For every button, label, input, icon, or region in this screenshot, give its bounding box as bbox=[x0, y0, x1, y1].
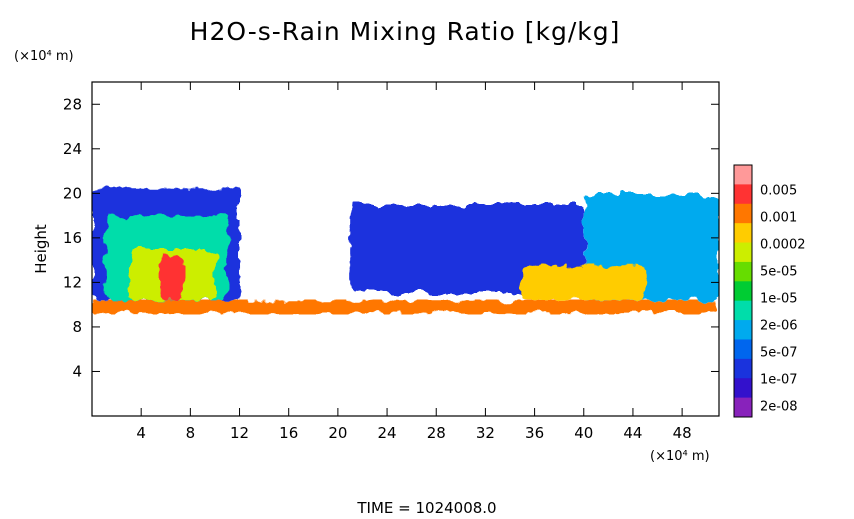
colorbar-swatch bbox=[734, 223, 752, 244]
colorbar-label: 0.001 bbox=[760, 210, 797, 225]
x-tick-label: 24 bbox=[378, 424, 397, 442]
y-tick-label: 12 bbox=[63, 273, 82, 291]
colorbar-swatch bbox=[734, 165, 752, 185]
colorbar-swatch bbox=[734, 378, 752, 399]
x-tick-label: 28 bbox=[427, 424, 446, 442]
x-tick-label: 32 bbox=[476, 424, 495, 442]
colorbar: 0.005 0.001 0.0002 5e-05 1e-05 2e-06 5e-07 1e-0… bbox=[733, 164, 806, 418]
x-tick-label: 8 bbox=[186, 424, 196, 442]
x-tick-label: 4 bbox=[136, 424, 146, 442]
colorbar-label: 5e-05 bbox=[760, 264, 798, 279]
x-unit-label: (×10⁴ m) bbox=[650, 449, 710, 464]
colorbar-label: 0.0002 bbox=[760, 237, 806, 252]
colorbar-swatch bbox=[734, 397, 752, 418]
contour-field bbox=[92, 187, 719, 314]
y-tick-label: 28 bbox=[63, 95, 82, 113]
colorbar-swatch bbox=[734, 261, 752, 282]
colorbar-label: 2e-08 bbox=[760, 399, 798, 414]
y-axis: 4 8 12 16 20 24 28 bbox=[63, 95, 719, 380]
region-left-cloud-peak bbox=[159, 254, 185, 301]
region-right-cloud-core bbox=[522, 265, 646, 301]
colorbar-swatch bbox=[734, 300, 752, 321]
x-tick-label: 48 bbox=[673, 424, 692, 442]
y-tick-label: 8 bbox=[72, 318, 82, 336]
y-tick-label: 16 bbox=[63, 229, 82, 247]
time-label: TIME = 1024008.0 bbox=[356, 499, 496, 517]
colorbar-label: 0.005 bbox=[760, 183, 797, 198]
colorbar-label: 1e-05 bbox=[760, 291, 798, 306]
colorbar-label: 2e-06 bbox=[760, 318, 798, 333]
x-tick-label: 44 bbox=[623, 424, 642, 442]
y-unit-label: (×10⁴ m) bbox=[14, 49, 74, 64]
plot-frame bbox=[91, 81, 720, 417]
y-axis-label: Height bbox=[32, 224, 50, 274]
colorbar-swatch bbox=[734, 242, 752, 263]
x-axis: 4 8 12 16 20 24 28 32 36 40 44 48 bbox=[136, 82, 692, 442]
y-tick-label: 24 bbox=[63, 140, 82, 158]
colorbar-swatch bbox=[734, 320, 752, 340]
colorbar-swatch bbox=[734, 184, 752, 205]
colorbar-swatch bbox=[734, 339, 752, 360]
x-tick-label: 20 bbox=[328, 424, 347, 442]
x-tick-label: 36 bbox=[525, 424, 544, 442]
colorbar-frame bbox=[733, 164, 753, 418]
x-tick-label: 40 bbox=[574, 424, 593, 442]
y-tick-label: 4 bbox=[72, 362, 82, 380]
x-tick-label: 12 bbox=[230, 424, 249, 442]
x-tick-label: 16 bbox=[279, 424, 298, 442]
colorbar-swatch bbox=[734, 281, 752, 302]
colorbar-swatch bbox=[734, 203, 752, 224]
colorbar-swatch bbox=[734, 358, 752, 379]
y-tick-label: 20 bbox=[63, 184, 82, 202]
colorbar-label: 1e-07 bbox=[760, 372, 798, 387]
chart-title: H2O-s-Rain Mixing Ratio [kg/kg] bbox=[190, 17, 621, 46]
region-melting-layer bbox=[92, 300, 719, 314]
colorbar-label: 5e-07 bbox=[760, 345, 798, 360]
